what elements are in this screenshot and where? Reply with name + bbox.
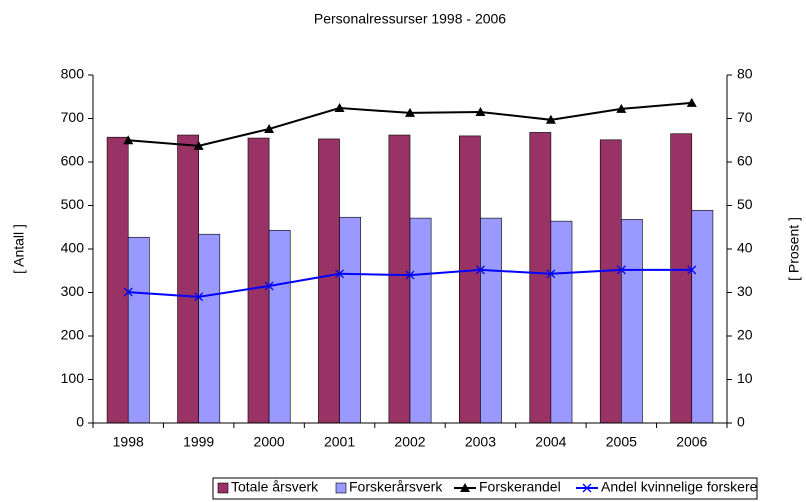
y2-axis-label: [ Prosent ] bbox=[786, 217, 802, 281]
bar bbox=[599, 139, 622, 424]
y-tick-label: 800 bbox=[61, 66, 85, 82]
line-marker bbox=[193, 140, 204, 150]
x-tick-label: 2004 bbox=[535, 434, 566, 450]
y-tick-label: 400 bbox=[61, 240, 85, 256]
line-marker bbox=[687, 265, 697, 275]
legend-swatch bbox=[217, 482, 229, 494]
legend-marker bbox=[460, 483, 470, 492]
line-marker bbox=[405, 107, 415, 117]
line-marker bbox=[194, 292, 204, 302]
y-tick-label: 600 bbox=[61, 153, 85, 169]
line-marker bbox=[123, 287, 133, 297]
x-tick-label: 2003 bbox=[465, 434, 496, 450]
bar bbox=[691, 209, 714, 424]
x-tick-label: 2001 bbox=[324, 434, 355, 450]
x-tick-label: 2006 bbox=[676, 434, 707, 450]
legend-label: Forskerandel bbox=[479, 479, 561, 495]
y2-tick-label: 50 bbox=[737, 196, 753, 212]
line-marker bbox=[616, 265, 626, 275]
line-marker bbox=[475, 106, 486, 116]
y2-tick-label: 80 bbox=[737, 66, 753, 82]
y2-tick-label: 60 bbox=[737, 153, 753, 169]
y-tick-label: 200 bbox=[61, 327, 85, 343]
line-marker bbox=[264, 123, 275, 133]
y2-tick-label: 20 bbox=[737, 327, 753, 343]
y2-tick-label: 70 bbox=[737, 109, 753, 125]
bar bbox=[459, 135, 481, 424]
bar bbox=[480, 217, 502, 424]
line-marker bbox=[686, 97, 697, 107]
bar bbox=[198, 233, 221, 424]
line-marker bbox=[334, 103, 345, 113]
legend-label: Forskerårsverk bbox=[349, 479, 443, 495]
line-marker bbox=[546, 269, 556, 279]
legend-label: Totale årsverk bbox=[231, 479, 319, 495]
legend-swatch bbox=[335, 482, 347, 494]
line-marker bbox=[475, 265, 485, 275]
x-tick-label: 1999 bbox=[183, 434, 214, 450]
bar bbox=[106, 136, 129, 424]
x-tick-label: 1998 bbox=[113, 434, 144, 450]
y2-tick-label: 10 bbox=[737, 370, 753, 386]
y-axis-label: [ Antall ] bbox=[11, 224, 27, 274]
x-tick-label: 2005 bbox=[606, 434, 637, 450]
bar bbox=[621, 219, 643, 424]
y2-tick-label: 0 bbox=[737, 414, 745, 430]
legend-box bbox=[212, 477, 758, 500]
line-marker bbox=[264, 281, 274, 291]
y-tick-label: 700 bbox=[61, 109, 85, 125]
bar bbox=[177, 134, 199, 424]
x-tick-label: 2002 bbox=[394, 434, 425, 450]
legend-label: Andel kvinnelige forskere bbox=[601, 479, 758, 495]
y-tick-label: 0 bbox=[76, 414, 84, 430]
line-marker bbox=[123, 135, 134, 145]
bar bbox=[409, 217, 432, 424]
line-marker bbox=[405, 270, 415, 280]
bar bbox=[670, 133, 693, 424]
bar bbox=[550, 220, 573, 424]
line-marker bbox=[335, 269, 345, 279]
chart-title: Personalressurser 1998 - 2006 bbox=[314, 11, 506, 27]
line-marker bbox=[545, 114, 556, 124]
bar bbox=[268, 229, 291, 424]
y-tick-label: 500 bbox=[61, 196, 85, 212]
y-tick-label: 300 bbox=[61, 283, 85, 299]
bar bbox=[339, 216, 361, 424]
line-marker bbox=[616, 103, 627, 113]
bar bbox=[127, 236, 150, 424]
y2-tick-label: 40 bbox=[737, 240, 753, 256]
legend-marker bbox=[582, 483, 592, 493]
y-tick-label: 100 bbox=[61, 370, 85, 386]
bar bbox=[247, 137, 270, 424]
x-tick-label: 2000 bbox=[254, 434, 285, 450]
bar bbox=[318, 138, 340, 424]
y2-tick-label: 30 bbox=[737, 283, 753, 299]
